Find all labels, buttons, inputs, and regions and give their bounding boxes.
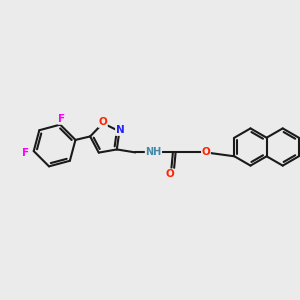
Text: O: O [166, 169, 174, 179]
Text: NH: NH [145, 147, 161, 158]
Text: O: O [98, 117, 107, 127]
Text: N: N [116, 125, 124, 135]
Text: F: F [22, 148, 29, 158]
Text: O: O [202, 147, 210, 158]
Text: F: F [58, 114, 65, 124]
